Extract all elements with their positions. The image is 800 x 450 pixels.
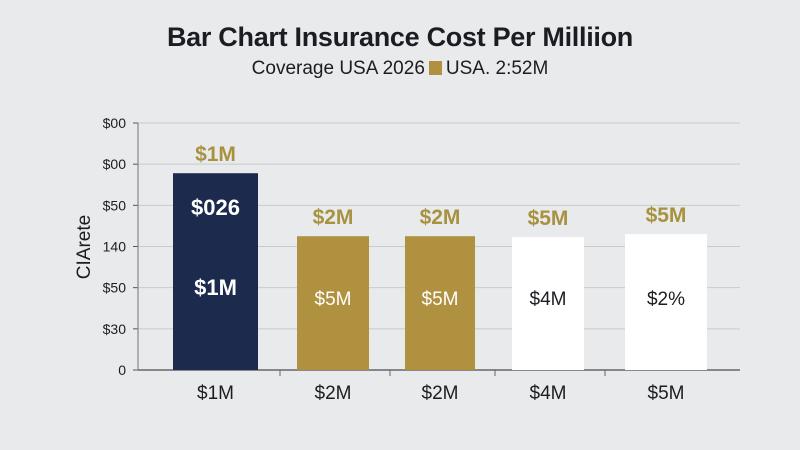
bar-inner-label: $4M (530, 289, 567, 310)
bar-top-label: $2M (313, 206, 354, 229)
bar-top-label: $2M (420, 206, 461, 229)
bar-inner-label: $5M (422, 289, 459, 310)
x-tick-label: $2M (315, 383, 352, 404)
bar (297, 236, 369, 370)
x-tick-label: $2M (422, 383, 459, 404)
y-tick-label: $00 (103, 115, 127, 131)
bar (405, 236, 475, 370)
chart-title: Bar Chart Insurance Cost Per Milliion (166, 22, 633, 52)
bar-inner-label: $2% (647, 289, 685, 310)
x-tick-label: $4M (530, 383, 567, 404)
bar-top-label: $5M (646, 204, 687, 227)
y-tick-label: $50 (103, 197, 127, 213)
subtitle-text: Coverage USA 2026 (251, 58, 425, 79)
x-tick-label: $1M (197, 383, 234, 404)
y-tick-label: $30 (103, 321, 127, 337)
x-tick-label: $5M (648, 383, 685, 404)
bar-top-label: $5M (528, 207, 569, 230)
y-tick-label: 140 (103, 239, 127, 255)
chart-subtitle: Coverage USA 2026 USA. 2:52M (0, 58, 800, 80)
bar (625, 234, 707, 370)
bar-inner-label: $1M (194, 275, 237, 300)
y-tick-label: 0 (118, 362, 126, 378)
bar-top-label: $1M (195, 143, 236, 166)
y-tick-label: $50 (103, 280, 127, 296)
legend-label: USA. 2:52M (445, 58, 549, 79)
bar-inner-label: $5M (315, 289, 352, 310)
bar (512, 237, 584, 370)
bar (173, 173, 258, 370)
legend-swatch (428, 61, 442, 75)
bar-inner-label: $026 (191, 195, 240, 220)
y-tick-label: $00 (103, 156, 127, 172)
y-axis-label: CIArete (74, 215, 95, 279)
